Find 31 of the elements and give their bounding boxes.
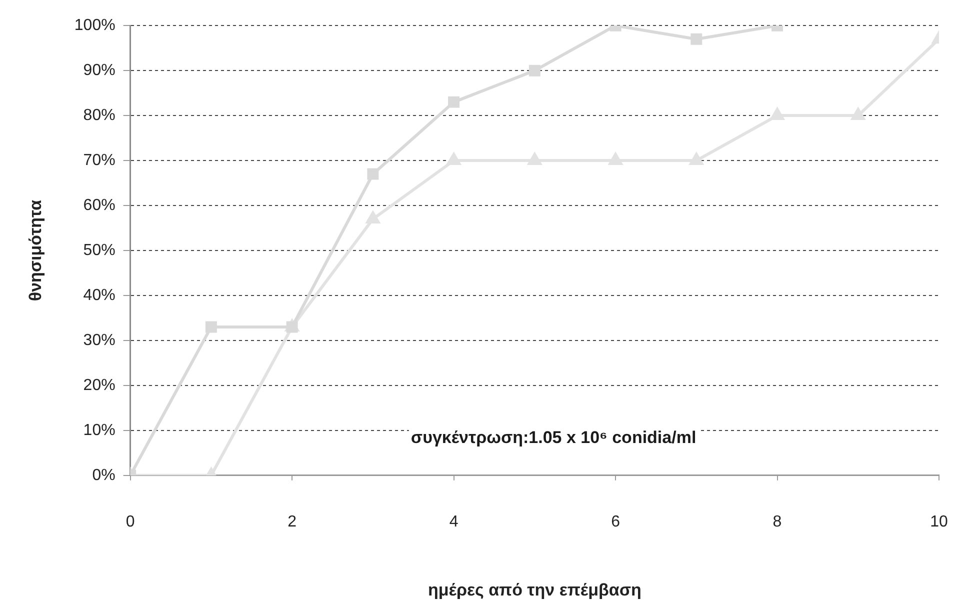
x-tick-label: 6 bbox=[611, 513, 620, 530]
point bbox=[528, 64, 540, 76]
point bbox=[448, 96, 460, 108]
x-tick-label: 8 bbox=[772, 513, 782, 530]
x-axis-title: ημέρες από την επέμβαση bbox=[428, 580, 642, 600]
point bbox=[366, 212, 380, 224]
y-tick-label: 20% bbox=[83, 376, 116, 394]
y-tick-label: 0% bbox=[92, 466, 116, 484]
y-tick-label: 70% bbox=[83, 152, 116, 169]
y-tick-label: 40% bbox=[83, 286, 116, 304]
point bbox=[447, 153, 460, 166]
y-tick-label: 10% bbox=[83, 422, 116, 439]
y-tick-label: 90% bbox=[83, 62, 116, 79]
point bbox=[690, 153, 704, 166]
y-axis-title: θνησιμότητα bbox=[26, 199, 45, 302]
point bbox=[851, 108, 865, 120]
y-tick-label: 80% bbox=[83, 106, 116, 124]
point bbox=[690, 33, 702, 45]
point bbox=[770, 108, 784, 120]
y-tick-label: 100% bbox=[74, 17, 116, 34]
x-tick-label: 2 bbox=[288, 513, 297, 530]
annotation: συγκέντρωση:1.05 x 10⁶ conidia/ml bbox=[410, 428, 696, 447]
point bbox=[608, 153, 622, 166]
y-tick-label: 30% bbox=[83, 332, 116, 349]
point bbox=[367, 168, 379, 180]
x-tick-label: 4 bbox=[449, 513, 458, 530]
point bbox=[528, 153, 542, 166]
x-tick-label: 10 bbox=[930, 513, 948, 530]
y-tick-label: 50% bbox=[83, 242, 116, 259]
y-tick-label: 60% bbox=[83, 196, 116, 214]
x-tick-label: 0 bbox=[126, 513, 135, 530]
